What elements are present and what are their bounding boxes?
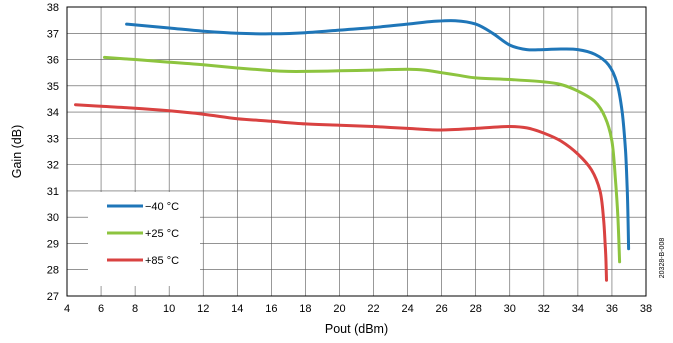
legend-label: +25 °C <box>145 228 179 240</box>
y-tick-label: 30 <box>47 212 59 224</box>
series-line <box>74 103 608 282</box>
plot-grid <box>66 6 647 297</box>
y-tick-label: 35 <box>47 81 59 93</box>
x-tick-label: 4 <box>64 303 70 315</box>
y-tick-label: 32 <box>47 160 59 172</box>
y-axis-title: Gain (dB) <box>10 125 24 179</box>
legend-label: +85 °C <box>145 255 179 267</box>
x-axis-title: Pout (dBm) <box>325 322 388 336</box>
y-tick-label: 29 <box>47 238 59 250</box>
y-tick-label: 36 <box>47 55 59 67</box>
legend-label: −40 °C <box>145 201 179 213</box>
x-tick-label: 30 <box>504 303 516 315</box>
x-tick-label: 26 <box>436 303 448 315</box>
x-tick-label: 36 <box>606 303 618 315</box>
y-tick-label: 33 <box>47 133 59 145</box>
x-tick-label: 28 <box>470 303 482 315</box>
y-tick-label: 28 <box>47 265 59 277</box>
plot-series <box>74 19 631 282</box>
x-tick-label: 6 <box>98 303 104 315</box>
x-tick-label: 16 <box>265 303 277 315</box>
series-line <box>103 55 622 264</box>
x-tick-labels: 4 6 8 10 12 14 16 18 20 22 24 26 28 30 32 34 36 38 <box>64 303 652 315</box>
x-tick-label: 10 <box>163 303 175 315</box>
x-tick-label: 14 <box>231 303 243 315</box>
x-tick-label: 38 <box>640 303 652 315</box>
legend: −40 °C +25 °C +85 °C <box>88 192 200 286</box>
x-tick-label: 18 <box>299 303 311 315</box>
figure-id: 20328-B-008 <box>659 238 666 279</box>
series-line <box>125 19 631 251</box>
y-tick-label: 34 <box>47 107 59 119</box>
y-tick-label: 38 <box>47 2 59 14</box>
x-tick-label: 8 <box>132 303 138 315</box>
x-tick-label: 32 <box>538 303 550 315</box>
x-tick-label: 22 <box>367 303 379 315</box>
y-tick-label: 27 <box>47 291 59 303</box>
y-tick-label: 31 <box>47 186 59 198</box>
x-tick-label: 12 <box>197 303 209 315</box>
y-tick-labels: 27 28 29 30 31 32 33 34 35 36 37 38 <box>47 2 59 303</box>
plot-frame <box>66 6 647 297</box>
legend-background <box>88 192 200 286</box>
x-tick-label: 24 <box>401 303 413 315</box>
y-tick-label: 37 <box>47 28 59 40</box>
x-tick-label: 20 <box>333 303 345 315</box>
x-tick-label: 34 <box>572 303 584 315</box>
